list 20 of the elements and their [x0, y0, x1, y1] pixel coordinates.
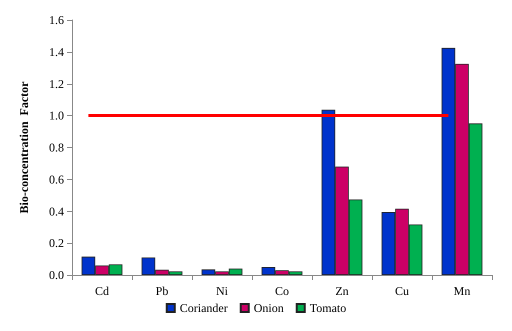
x-tick-label: Ni [216, 284, 229, 298]
y-tick-label: 1.4 [49, 44, 64, 59]
y-axis-title: Bio-concentration Factor [17, 80, 31, 214]
y-tick-label: 1.2 [49, 76, 64, 91]
x-tick-label: Pb [156, 284, 168, 298]
y-tick-label: 0.2 [49, 236, 64, 250]
y-tick-label: 0.8 [49, 140, 64, 154]
x-tick-label: Co [274, 284, 290, 298]
x-tick-label: Zn [335, 284, 349, 298]
legend-label: Tomato [310, 301, 346, 315]
y-tick-label: 1.6 [49, 13, 64, 27]
y-tick-label: 0.4 [49, 204, 64, 218]
y-tick-label: 0.0 [49, 268, 64, 282]
y-tick-label: 1.0 [49, 108, 64, 123]
x-tick-label: Cd [94, 284, 110, 298]
legend-label: Coriander [180, 301, 228, 315]
legend-label: Onion [254, 301, 284, 315]
y-tick-label: 0.6 [49, 172, 64, 186]
x-tick-label: Mn [454, 284, 470, 298]
x-tick-label: Cu [394, 284, 410, 298]
